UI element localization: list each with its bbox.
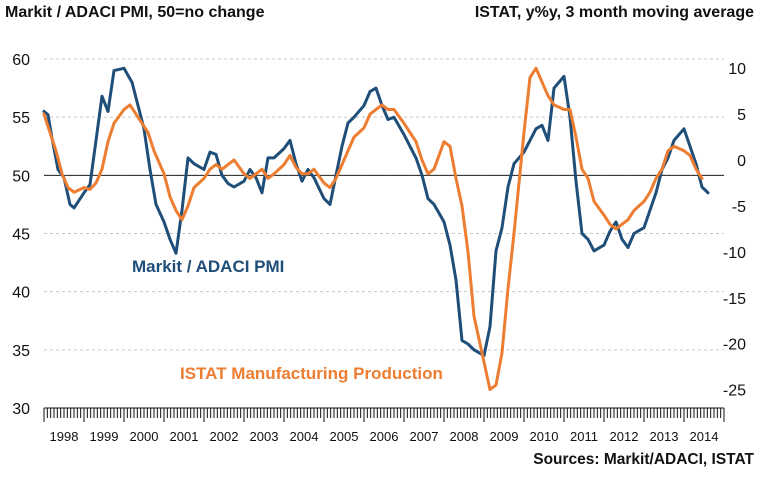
right-tick-label: 5 — [737, 107, 746, 124]
year-label: 2000 — [130, 429, 159, 444]
year-label: 2012 — [610, 429, 639, 444]
left-axis-title: Markit / ADACI PMI, 50=no change — [5, 4, 265, 21]
year-label: 2004 — [290, 429, 319, 444]
left-axis-ticks: 30 35 40 45 50 55 60 — [12, 52, 30, 418]
year-label: 2002 — [210, 429, 239, 444]
year-label: 2005 — [330, 429, 359, 444]
right-axis-title: ISTAT, y%y, 3 month moving average — [474, 4, 754, 21]
year-label: 2014 — [690, 429, 719, 444]
year-label: 2007 — [410, 429, 439, 444]
source-note: Sources: Markit/ADACI, ISTAT — [533, 451, 754, 468]
year-label: 1998 — [50, 429, 79, 444]
right-tick-label: 0 — [737, 153, 746, 170]
year-label: 2008 — [450, 429, 479, 444]
right-axis-ticks: -25 -20 -15 -10 -5 0 5 10 — [723, 61, 746, 399]
right-tick-label: -10 — [723, 245, 746, 262]
x-axis-year-labels: 1998 1999 2000 2001 2002 2003 2004 2005 2006 2007… — [50, 429, 719, 444]
year-label: 2010 — [530, 429, 559, 444]
right-tick-label: -25 — [723, 383, 746, 400]
right-tick-label: 10 — [728, 61, 746, 78]
gridlines — [44, 58, 724, 351]
left-tick-label: 60 — [12, 52, 30, 69]
istat-series-line — [42, 66, 704, 392]
right-tick-label: -5 — [732, 199, 746, 216]
year-label: 2006 — [370, 429, 399, 444]
year-label: 2001 — [170, 429, 199, 444]
pmi-series-annotation: Markit / ADACI PMI — [132, 257, 285, 276]
right-tick-label: -20 — [723, 337, 746, 354]
year-label: 2011 — [570, 429, 598, 444]
left-tick-label: 40 — [12, 285, 30, 302]
left-tick-label: 30 — [12, 401, 30, 418]
left-tick-label: 50 — [12, 168, 30, 185]
left-tick-label: 35 — [12, 343, 30, 360]
left-tick-label: 55 — [12, 110, 30, 127]
right-tick-label: -15 — [723, 291, 746, 308]
year-label: 1999 — [90, 429, 119, 444]
series-lines — [42, 66, 710, 392]
axes — [43, 407, 725, 422]
istat-series-annotation: ISTAT Manufacturing Production — [180, 364, 443, 383]
pmi-series-line — [42, 66, 710, 358]
year-label: 2003 — [250, 429, 279, 444]
year-label: 2009 — [490, 429, 519, 444]
left-tick-label: 45 — [12, 227, 30, 244]
year-label: 2013 — [650, 429, 679, 444]
